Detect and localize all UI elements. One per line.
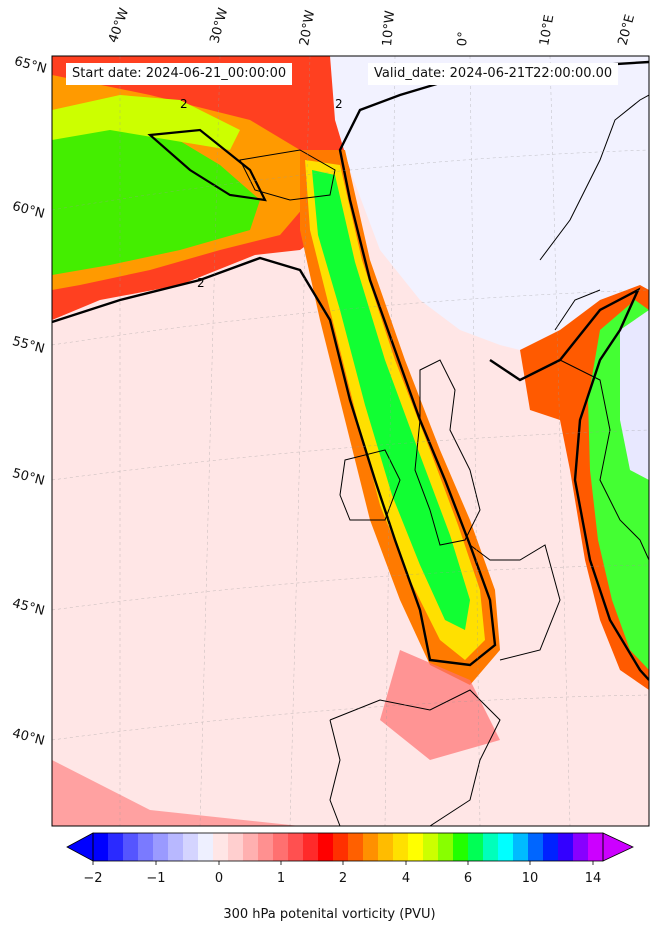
colorbar-swatch [183,833,199,861]
colorbar-swatch [318,833,334,861]
coast-iceland [239,149,336,201]
colorbar-swatch [588,833,604,861]
colorbar-swatch [348,833,364,861]
map-frame [51,55,650,827]
contour-label: 2 [197,276,205,290]
contour-label: 2 [335,97,343,111]
coast-ireland [339,449,401,521]
colorbar-swatch [213,833,229,861]
colorbar-tick-label: 10 [521,871,539,886]
colorbar-swatch [423,833,439,861]
colorbar-tick-label: −2 [83,871,103,886]
colorbar-swatch [243,833,259,861]
colorbar-swatch [123,833,139,861]
northwest-trough-green [52,120,260,275]
colorbar-min-extend [66,832,94,862]
valid-date-label: Valid_date: 2024-06-21T22:00:00.00 [368,63,619,85]
colorbar-tick-label: 4 [401,871,411,886]
colorbar-swatch [483,833,499,861]
colorbar-swatch [498,833,514,861]
southern-arc [52,760,300,826]
east-low-pv [620,310,649,480]
colorbar-swatch [93,833,109,861]
colorbar-swatch [513,833,529,861]
colorbar-swatch [393,833,409,861]
pv2-contour-loop [147,128,267,202]
colorbar-swatch [198,833,214,861]
colorbar-title: 300 hPa potenital vorticity (PVU) [223,907,436,922]
colorbar-swatch [303,833,319,861]
northwest-trough-yellow [52,95,240,150]
colorbar-swatch [543,833,559,861]
coast-france [469,544,561,661]
pv2-contour-northwest [52,60,649,667]
colorbar-swatch [363,833,379,861]
coast-iberia [329,689,501,826]
colorbar-max-extend [602,832,634,862]
colorbar-swatch [468,833,484,861]
low-pv-region [330,56,649,360]
colorbar-tick-label: 14 [584,871,602,886]
colorbar-swatch [273,833,289,861]
colorbar-tick-label: 1 [276,871,286,886]
coast-great-britain [414,359,481,546]
colorbar-swatch [438,833,454,861]
map-field-layer: 2 2 2 [52,56,649,826]
colorbar-swatch [573,833,589,861]
colorbar-swatch [228,833,244,861]
start-date-label: Start date: 2024-06-21_00:00:00 [66,63,293,85]
colorbar-swatch [168,833,184,861]
colorbar-tick-label: −1 [146,871,166,886]
colorbar-swatch [288,833,304,861]
colorbar-frame [92,832,604,862]
colorbar-swatch [153,833,169,861]
coast-europe-east [559,359,649,561]
colorbar-swatch [558,833,574,861]
colorbar-swatch [333,833,349,861]
colorbar-swatch [108,833,124,861]
coast-scandinavia [539,94,649,331]
lon-label-0: 0° [455,30,472,47]
colorbar-tick-label: 6 [463,871,473,886]
graticule [52,56,649,826]
colorbar-swatch [378,833,394,861]
contour-label: 2 [180,97,188,111]
colorbar [66,832,634,865]
colorbar-tick-label: 2 [338,871,348,886]
lon-label-10w: 10°W [380,9,399,47]
colorbar-swatch [138,833,154,861]
pv-streamer-core [312,170,470,630]
colorbar-swatch [408,833,424,861]
colorbar-swatch [258,833,274,861]
colorbar-swatch [453,833,469,861]
colorbar-tick-label: 0 [214,871,224,886]
colorbar-swatch [528,833,544,861]
